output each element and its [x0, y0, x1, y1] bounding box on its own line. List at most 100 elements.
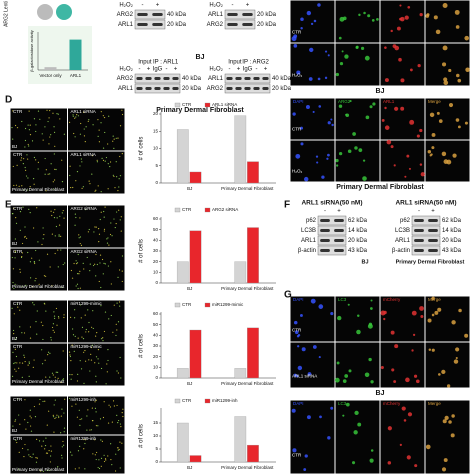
cell-dot — [25, 284, 27, 286]
cell-dot — [100, 305, 102, 307]
cell-dot — [112, 174, 114, 176]
cell-dot — [76, 114, 78, 116]
x-tick-label: BJ — [187, 381, 192, 386]
cell-dot — [420, 315, 424, 319]
x-tick-label: BJ — [187, 186, 192, 191]
cell-dot — [97, 119, 99, 121]
cell-dot — [337, 315, 342, 321]
legend-swatch — [204, 102, 211, 108]
cell-dot — [420, 172, 425, 177]
cell-dot — [61, 454, 63, 456]
blot-strip — [411, 225, 441, 236]
cell-dot — [58, 416, 60, 419]
cell-dot — [13, 184, 15, 187]
legend-label: ARG2 siRNA — [212, 207, 238, 212]
bar — [247, 161, 259, 184]
cell-dot — [383, 317, 386, 321]
cell-dot — [33, 261, 36, 263]
cell-dot — [50, 210, 52, 212]
band — [242, 13, 253, 16]
cell-dot — [95, 253, 97, 256]
cell-dot — [76, 416, 79, 418]
cell-dot — [55, 307, 58, 310]
column-label: LC3 — [338, 401, 347, 406]
cell-dot — [109, 165, 111, 168]
cell-dot — [50, 445, 52, 447]
cell-dot — [441, 467, 447, 472]
micrograph — [425, 400, 470, 474]
panel-letter: D — [5, 95, 12, 106]
cell-dot — [28, 129, 31, 131]
cell-dot — [95, 226, 97, 228]
blot-strip — [134, 19, 166, 30]
cell-dot — [78, 234, 80, 236]
cell-dot — [53, 217, 56, 219]
cell-dot — [436, 111, 440, 115]
cell-dot — [369, 458, 374, 463]
cell-dot — [105, 383, 107, 385]
row-label: ARL1 siRNA — [292, 374, 317, 379]
cell-dot — [61, 408, 63, 410]
cell-dot — [121, 412, 123, 414]
lane-label: + — [147, 67, 151, 73]
protein-label: β-actin — [298, 248, 316, 254]
cell-dot — [48, 449, 50, 452]
cell-dot — [83, 448, 85, 450]
cell-dot — [104, 160, 106, 162]
cell-dot — [107, 349, 109, 351]
cell-dot — [44, 400, 46, 402]
row-label: CTR — [292, 127, 302, 132]
cell-dot — [12, 268, 15, 270]
cell-dot — [97, 349, 100, 351]
cell-dot — [37, 110, 40, 112]
cell-dot — [102, 115, 104, 117]
cell-dot — [29, 277, 32, 279]
blot-strip — [224, 19, 256, 30]
cell-dot — [120, 216, 122, 218]
protein-label: β-actin — [392, 248, 410, 254]
bar — [176, 422, 189, 463]
panel-letter: E — [5, 200, 12, 211]
cell-dot — [384, 125, 390, 130]
size-label: 20 kDa — [442, 238, 462, 244]
cell-dot — [119, 219, 121, 221]
cell-dot — [110, 283, 112, 285]
cell-dot — [107, 265, 110, 267]
y-tick-label: 0 — [155, 180, 158, 185]
cell-dot — [102, 340, 104, 342]
cell-dot — [448, 102, 454, 108]
y-tick-label: 10 — [153, 146, 159, 151]
cell-dot — [54, 399, 56, 401]
cell-dot — [71, 344, 73, 346]
band — [242, 23, 253, 26]
cell-dot — [91, 173, 93, 175]
cell-dot — [75, 216, 77, 219]
cell-dot — [79, 304, 81, 306]
lane-label: - — [142, 3, 144, 9]
cell-dot — [24, 399, 26, 401]
cell-dot — [108, 318, 110, 320]
cell-dot — [104, 263, 106, 265]
y-tick-label: 15 — [153, 128, 159, 133]
cell-dot — [107, 455, 109, 457]
cell-dot — [119, 441, 121, 443]
cell-dot — [112, 400, 115, 402]
cell-dot — [396, 26, 401, 31]
cell-dot — [14, 419, 17, 421]
cell-dot — [56, 113, 58, 115]
y-tick-label: 0 — [155, 280, 158, 285]
cell-dot — [118, 448, 120, 451]
column-label: Merge — [428, 401, 441, 406]
cell-dot — [53, 331, 55, 333]
micrograph — [68, 300, 125, 343]
cell-dot — [409, 68, 413, 72]
cell-dot — [118, 178, 120, 180]
cell-dot — [108, 115, 110, 117]
column-label: miR1299-inh — [71, 436, 97, 441]
band — [136, 87, 143, 90]
cell-dot — [14, 338, 17, 340]
cell-dot — [27, 143, 29, 146]
cell-dot — [52, 211, 55, 213]
cell-dot — [77, 450, 80, 452]
cell-dot — [384, 78, 389, 83]
